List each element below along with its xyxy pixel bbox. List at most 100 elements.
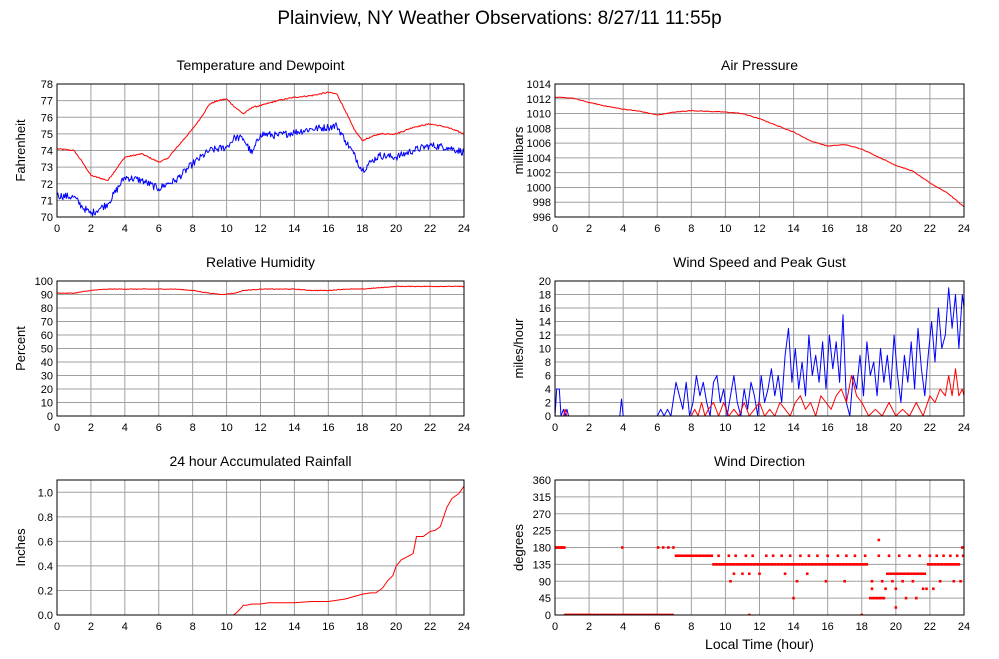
x-tick-label: 4 bbox=[620, 422, 626, 434]
x-tick-label: 18 bbox=[856, 223, 868, 235]
rain-series-0 bbox=[57, 485, 464, 615]
rain-title: 24 hour Accumulated Rainfall bbox=[169, 453, 351, 469]
x-tick-label: 8 bbox=[688, 621, 694, 633]
x-tick-label: 20 bbox=[890, 621, 902, 633]
x-tick-label: 6 bbox=[156, 422, 162, 434]
data-point bbox=[884, 587, 887, 591]
temp-series-0 bbox=[57, 91, 464, 181]
direction-xlabel: Local Time (hour) bbox=[705, 636, 814, 652]
y-tick-label: 1004 bbox=[527, 153, 551, 165]
data-point bbox=[843, 579, 847, 583]
data-point bbox=[897, 554, 901, 558]
y-tick-label: 0.2 bbox=[38, 585, 53, 597]
data-point bbox=[656, 546, 660, 549]
x-tick-label: 16 bbox=[322, 223, 334, 235]
x-tick-label: 22 bbox=[424, 422, 436, 434]
data-point bbox=[959, 579, 962, 583]
x-tick-label: 20 bbox=[390, 422, 402, 434]
wind-plot-frame bbox=[554, 280, 965, 417]
data-point bbox=[911, 579, 915, 583]
data-point bbox=[894, 606, 898, 609]
data-point bbox=[853, 554, 857, 558]
pressure-data bbox=[555, 96, 964, 208]
y-tick-label: 180 bbox=[533, 543, 551, 555]
data-point bbox=[729, 579, 732, 583]
x-tick-label: 2 bbox=[88, 422, 94, 434]
x-tick-label: 16 bbox=[322, 621, 334, 633]
y-tick-label: 77 bbox=[41, 96, 53, 108]
data-point bbox=[921, 587, 925, 591]
data-point bbox=[799, 554, 802, 558]
x-tick-label: 0 bbox=[54, 621, 60, 633]
data-point bbox=[908, 554, 911, 558]
x-tick-label: 6 bbox=[654, 621, 660, 633]
humidity-data bbox=[57, 285, 464, 296]
data-point bbox=[845, 554, 848, 558]
y-tick-label: 1002 bbox=[527, 168, 551, 180]
x-tick-label: 24 bbox=[458, 621, 470, 633]
humidity-plot-frame bbox=[56, 280, 465, 417]
temp-plot-frame bbox=[56, 83, 465, 218]
y-tick-label: 40 bbox=[41, 357, 53, 369]
x-tick-label: 16 bbox=[822, 422, 834, 434]
x-tick-label: 6 bbox=[156, 223, 162, 235]
y-tick-label: 14 bbox=[539, 317, 551, 329]
y-tick-label: 0 bbox=[545, 610, 551, 622]
data-point bbox=[621, 546, 624, 549]
x-tick-label: 14 bbox=[288, 621, 300, 633]
data-point bbox=[891, 579, 894, 583]
y-tick-label: 315 bbox=[533, 492, 551, 504]
data-point bbox=[734, 554, 737, 558]
x-tick-label: 0 bbox=[54, 422, 60, 434]
x-tick-label: 12 bbox=[254, 223, 266, 235]
rain-plot-frame bbox=[56, 479, 465, 616]
wind-title: Wind Speed and Peak Gust bbox=[673, 254, 846, 270]
x-tick-label: 8 bbox=[190, 621, 196, 633]
y-tick-label: 72 bbox=[41, 179, 53, 191]
data-point bbox=[952, 579, 956, 583]
y-tick-label: 1014 bbox=[527, 79, 551, 91]
data-point bbox=[792, 596, 795, 600]
data-point bbox=[877, 554, 881, 558]
data-point bbox=[727, 554, 731, 558]
y-tick-label: 45 bbox=[539, 593, 551, 605]
y-tick-label: 1012 bbox=[527, 94, 551, 106]
data-point bbox=[732, 572, 736, 576]
y-tick-label: 78 bbox=[41, 79, 53, 91]
x-tick-label: 10 bbox=[220, 422, 232, 434]
y-tick-label: 0 bbox=[47, 411, 53, 423]
y-tick-label: 10 bbox=[539, 344, 551, 356]
x-tick-label: 22 bbox=[424, 621, 436, 633]
y-tick-label: 30 bbox=[41, 371, 53, 383]
y-tick-label: 70 bbox=[41, 317, 53, 329]
x-tick-label: 0 bbox=[552, 422, 558, 434]
y-tick-label: 1006 bbox=[527, 138, 551, 150]
rain-ylabel: Inches bbox=[13, 528, 28, 567]
x-tick-label: 14 bbox=[288, 223, 300, 235]
y-tick-label: 0 bbox=[545, 411, 551, 423]
y-tick-label: 10 bbox=[41, 398, 53, 410]
data-point bbox=[926, 563, 930, 566]
data-point bbox=[960, 546, 964, 549]
data-point bbox=[870, 587, 874, 591]
data-point bbox=[807, 554, 811, 558]
x-tick-label: 10 bbox=[220, 223, 232, 235]
x-tick-label: 0 bbox=[54, 223, 60, 235]
data-point bbox=[928, 554, 932, 558]
x-tick-label: 16 bbox=[322, 422, 334, 434]
temp-series-1 bbox=[57, 122, 464, 217]
direction-title: Wind Direction bbox=[714, 453, 805, 469]
data-point bbox=[877, 538, 881, 542]
pressure-series-0 bbox=[555, 96, 964, 208]
x-tick-label: 6 bbox=[156, 621, 162, 633]
x-tick-label: 0 bbox=[552, 223, 558, 235]
y-tick-label: 100 bbox=[35, 276, 53, 288]
x-tick-label: 22 bbox=[924, 621, 936, 633]
y-tick-label: 90 bbox=[539, 576, 551, 588]
x-tick-label: 4 bbox=[122, 621, 128, 633]
data-point bbox=[747, 613, 751, 615]
data-point bbox=[955, 554, 959, 558]
rain-data bbox=[57, 485, 464, 615]
